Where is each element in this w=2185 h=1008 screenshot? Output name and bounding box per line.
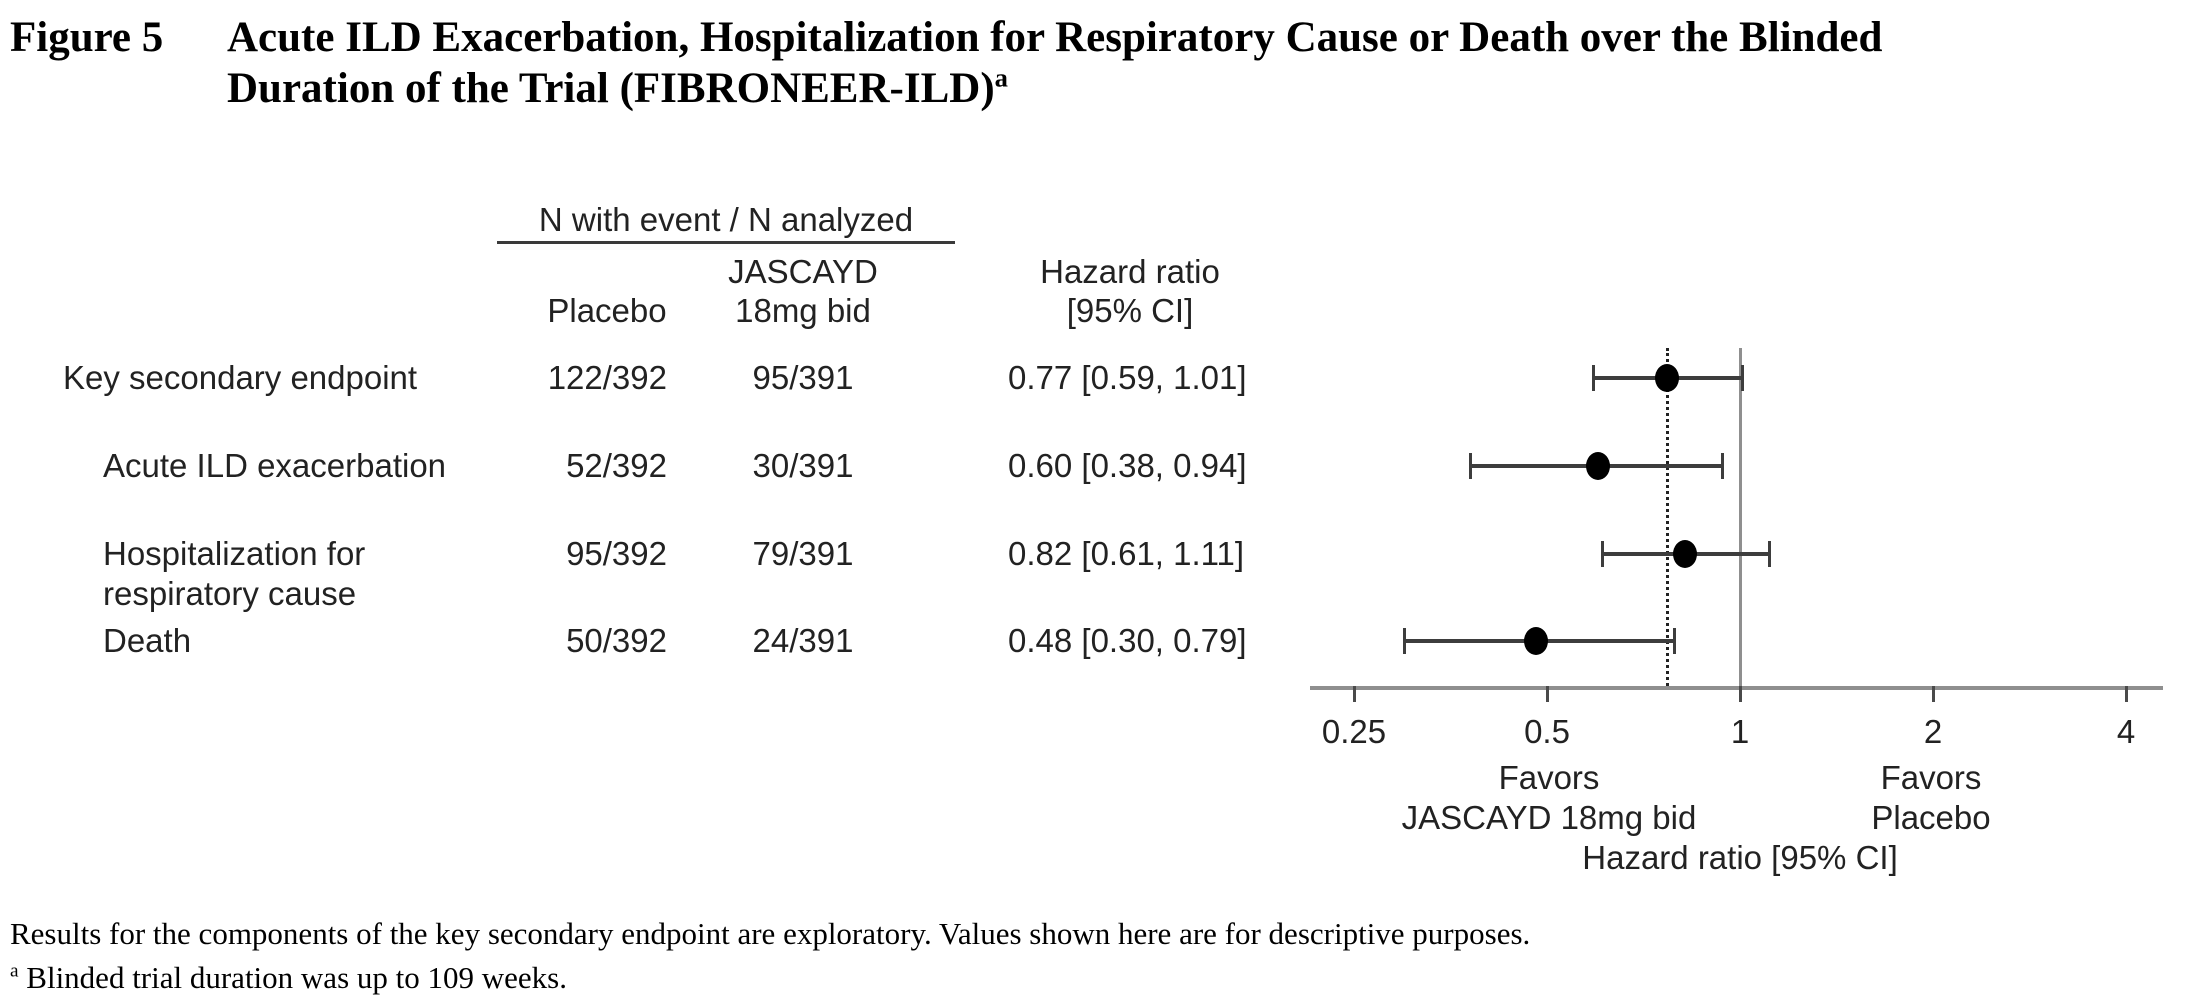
ci-cap-right <box>1741 365 1745 391</box>
forest-point <box>1672 540 1697 568</box>
row-label-key-secondary-endpoint: Key secondary endpoint <box>63 359 418 396</box>
col-header-placebo: Placebo <box>547 292 667 329</box>
reference-line-dotted <box>1665 348 1669 686</box>
figure-title-line2: Duration of the Trial (FIBRONEER-ILD)a <box>227 62 1008 112</box>
x-axis-line <box>1310 686 2163 690</box>
figure-title-line1: Acute ILD Exacerbation, Hospitalization … <box>227 14 1883 61</box>
row-label-death: Death <box>103 622 192 659</box>
row-label-acute-ild-exacerbation: Acute ILD exacerbation <box>103 447 447 484</box>
favors-left-line1: Favors <box>1498 759 1600 796</box>
ci-cap-left <box>1403 628 1407 654</box>
forest-point <box>1523 627 1548 655</box>
x-axis-tick <box>1738 686 1742 702</box>
footnote-superscript: a <box>10 960 19 982</box>
col-header-hr-line2: [95% CI] <box>1066 292 1194 329</box>
col-header-hr-line1: Hazard ratio <box>1040 253 1220 290</box>
x-axis-title: Hazard ratio [95% CI] <box>1582 839 1898 876</box>
x-axis-tick-label: 4 <box>2116 713 2136 750</box>
favors-right-line2: Placebo <box>1871 799 1991 836</box>
row-hr-value: 0.82 [0.61, 1.11] <box>1008 535 1245 572</box>
forest-point <box>1585 452 1610 480</box>
x-axis-tick <box>1545 686 1549 702</box>
reference-line-solid <box>1738 348 1742 686</box>
row-hr-value: 0.48 [0.30, 0.79] <box>1008 622 1247 659</box>
x-axis-tick <box>1931 686 1935 702</box>
title-superscript: a <box>994 62 1008 93</box>
ci-cap-right <box>1721 453 1725 479</box>
row-treatment-value: 95/391 <box>752 359 854 396</box>
col-header-treatment-line2: 18mg bid <box>735 292 871 329</box>
row-hr-value: 0.60 [0.38, 0.94] <box>1008 447 1247 484</box>
ci-cap-right <box>1672 628 1676 654</box>
row-placebo-value: 52/392 <box>566 447 667 484</box>
row-treatment-value: 79/391 <box>752 535 854 572</box>
table-group-header: N with event / N analyzed <box>538 201 914 238</box>
ci-cap-right <box>1767 541 1771 567</box>
ci-cap-left <box>1469 453 1473 479</box>
col-header-treatment-line1: JASCAYD <box>728 253 878 290</box>
row-hr-value: 0.77 [0.59, 1.01] <box>1008 359 1247 396</box>
row-label-hospitalization: Hospitalization for respiratory cause <box>103 535 366 612</box>
favors-left-line2: JASCAYD 18mg bid <box>1401 799 1697 836</box>
ci-cap-left <box>1591 365 1595 391</box>
x-axis-tick-label: 0.25 <box>1321 713 1387 750</box>
forest-point <box>1655 364 1680 392</box>
x-axis-tick-label: 2 <box>1923 713 1943 750</box>
x-axis-tick-label: 0.5 <box>1524 713 1570 750</box>
row-placebo-value: 122/392 <box>547 359 667 396</box>
x-axis-tick <box>2124 686 2128 702</box>
figure-label: Figure 5 <box>10 14 164 61</box>
x-axis-tick-label: 1 <box>1730 713 1750 750</box>
favors-right-line1: Favors <box>1880 759 1982 796</box>
row-placebo-value: 50/392 <box>566 622 667 659</box>
group-header-underline <box>497 241 955 244</box>
row-placebo-value: 95/392 <box>566 535 667 572</box>
row-treatment-value: 24/391 <box>752 622 854 659</box>
footnote-exploratory: Results for the components of the key se… <box>10 916 1531 951</box>
row-treatment-value: 30/391 <box>752 447 854 484</box>
figure-title: Acute ILD Exacerbation, Hospitalization … <box>227 12 1882 114</box>
ci-cap-left <box>1600 541 1604 567</box>
x-axis-tick <box>1352 686 1356 702</box>
footnote-blinded-duration: a Blinded trial duration was up to 109 w… <box>10 960 567 995</box>
